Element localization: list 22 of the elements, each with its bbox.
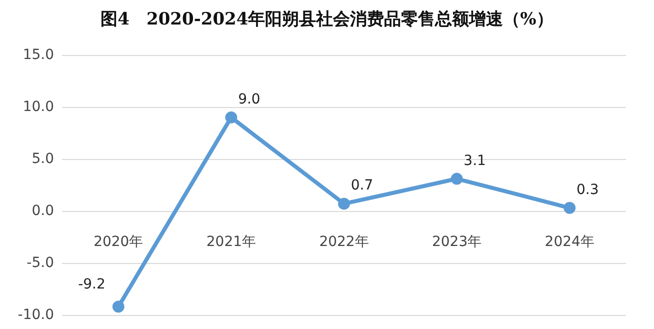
x-tick-label: 2021年 (206, 234, 256, 250)
point (564, 202, 576, 214)
x-tick-label: 2020年 (94, 234, 144, 250)
x-tick-label: 2022年 (319, 234, 369, 250)
y-tick-label: 10.0 (22, 99, 54, 115)
text: 0.7 (350, 178, 374, 194)
text: 3.1 (464, 152, 486, 169)
text: -9.2 (78, 276, 106, 293)
point (450, 172, 463, 185)
y-tick-label: -10.0 (18, 307, 54, 323)
x-tick-label: 2024年 (544, 234, 594, 250)
y-tick-label: -5.0 (26, 255, 54, 271)
y-tick-label: 0.0 (32, 203, 54, 219)
y-tick-label: 15.0 (22, 47, 54, 63)
y-tick-label: 5.0 (32, 151, 54, 167)
x-tick-label: 2023年 (432, 234, 482, 250)
text: 0.3 (576, 182, 599, 198)
point (112, 300, 124, 313)
point (225, 111, 238, 124)
chart-title: 图4 2020-2024年阳朔县社会消费品零售总额增速（%） (100, 10, 554, 30)
point (338, 198, 350, 210)
text: 9.0 (238, 91, 260, 108)
